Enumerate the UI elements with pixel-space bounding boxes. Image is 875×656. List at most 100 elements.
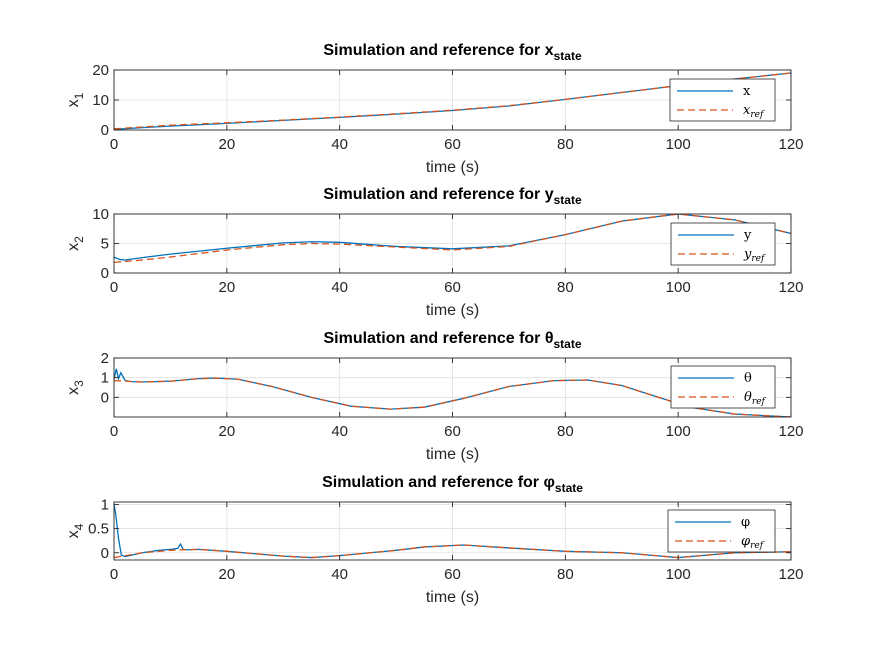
legend-box xyxy=(669,78,776,122)
subplot-title-subscript: state xyxy=(554,337,582,351)
subplot-2: 0 20 40 60 80 100 120 0 5 10 time (s) x2 Simulation … xyxy=(65,186,804,319)
legend-entry-label: φref xyxy=(741,534,765,551)
reference-series-line xyxy=(114,544,791,559)
y-tick-label: 20 xyxy=(92,62,109,79)
legend-entry-subscript: ref xyxy=(752,397,767,407)
legend-entry-name: φ xyxy=(741,515,750,530)
x-tick-label: 120 xyxy=(778,279,803,296)
legend-entry-name: x xyxy=(743,84,751,99)
subplot-title: Simulation and reference for θstate xyxy=(323,330,581,351)
legend-entry-name: φ xyxy=(741,534,751,549)
x-tick-label: 120 xyxy=(778,566,803,583)
subplot-title: Simulation and reference for xstate xyxy=(323,42,582,63)
subplot-title-subscript: state xyxy=(555,481,583,495)
legend-entry-label: y xyxy=(743,228,752,243)
legend-entry-label: θref xyxy=(744,390,766,407)
x-tick-label: 80 xyxy=(557,423,574,440)
legend-entry-name: θ xyxy=(744,390,752,405)
subplot-title-main: Simulation and reference for φ xyxy=(322,474,555,491)
subplot-title-main: Simulation and reference for θ xyxy=(323,330,553,347)
y-axis-label-subscript: 1 xyxy=(72,92,86,99)
x-axis-label: time (s) xyxy=(426,589,479,606)
legend-entry-label: yref xyxy=(743,247,766,264)
y-axis-label: x2 xyxy=(65,236,86,251)
legend-entry-subscript: ref xyxy=(751,254,766,264)
legend-box xyxy=(670,222,776,266)
subplot-4: 0 20 40 60 80 100 120 0 0.5 1 time (s) x4 Simulation… xyxy=(65,474,804,606)
y-tick-label: 0 xyxy=(101,122,109,139)
x-tick-label: 40 xyxy=(331,566,348,583)
y-axis-label-subscript: 2 xyxy=(72,236,86,243)
legend-entry-name: y xyxy=(743,247,752,262)
x-tick-label: 100 xyxy=(666,423,691,440)
subplot-title-subscript: state xyxy=(554,193,582,207)
legend-entry-subscript: ref xyxy=(750,110,765,120)
x-tick-label: 120 xyxy=(778,423,803,440)
reference-series-line xyxy=(114,377,791,417)
x-tick-label: 0 xyxy=(110,423,118,440)
y-tick-label: 0 xyxy=(101,389,109,406)
y-tick-label: 1 xyxy=(101,496,109,513)
y-axis-label-main: x xyxy=(65,99,82,107)
y-tick-label: 5 xyxy=(101,236,109,253)
legend-entry-label: φ xyxy=(741,515,750,530)
x-tick-label: 40 xyxy=(331,279,348,296)
y-axis-label: x4 xyxy=(65,523,86,538)
y-tick-label: 10 xyxy=(92,206,109,223)
y-axis-label-main: x xyxy=(65,243,82,251)
subplot-title-main: Simulation and reference for x xyxy=(323,42,553,59)
reference-series-line xyxy=(114,72,791,130)
x-axis-label: time (s) xyxy=(426,446,479,463)
y-axis-label-subscript: 3 xyxy=(72,380,86,387)
x-tick-label: 40 xyxy=(331,136,348,153)
y-tick-label: 0.5 xyxy=(88,521,109,538)
x-tick-label: 0 xyxy=(110,279,118,296)
x-tick-label: 60 xyxy=(444,279,461,296)
x-tick-label: 120 xyxy=(778,136,803,153)
legend-entry-subscript: ref xyxy=(750,541,765,551)
subplot-title: Simulation and reference for ystate xyxy=(323,186,582,207)
x-tick-label: 60 xyxy=(444,566,461,583)
y-tick-label: 2 xyxy=(101,350,109,367)
x-tick-label: 20 xyxy=(218,136,235,153)
legend-entry-name: x xyxy=(743,103,751,118)
y-tick-label: 0 xyxy=(101,545,109,562)
y-axis-label-subscript: 4 xyxy=(72,523,86,530)
legend-entry-name: θ xyxy=(744,371,752,386)
x-tick-label: 0 xyxy=(110,136,118,153)
x-tick-label: 0 xyxy=(110,566,118,583)
y-axis-label-main: x xyxy=(65,387,82,395)
x-axis-label: time (s) xyxy=(426,302,479,319)
x-axis-label: time (s) xyxy=(426,159,479,176)
x-tick-label: 100 xyxy=(666,279,691,296)
y-tick-label: 0 xyxy=(101,265,109,282)
subplot-title: Simulation and reference for φstate xyxy=(322,474,583,495)
x-tick-label: 60 xyxy=(444,423,461,440)
legend-box xyxy=(670,365,776,409)
x-tick-label: 20 xyxy=(218,279,235,296)
x-tick-label: 100 xyxy=(666,566,691,583)
x-tick-label: 40 xyxy=(331,423,348,440)
y-axis-label: x1 xyxy=(65,92,86,107)
y-axis-label-main: x xyxy=(65,530,82,538)
x-tick-label: 20 xyxy=(218,423,235,440)
subplot-title-main: Simulation and reference for y xyxy=(323,186,553,203)
legend-entry-name: y xyxy=(743,228,752,243)
y-axis-label: x3 xyxy=(65,380,86,395)
legend-entry-label: xref xyxy=(743,103,765,120)
x-tick-label: 60 xyxy=(444,136,461,153)
x-tick-label: 100 xyxy=(666,136,691,153)
x-tick-label: 80 xyxy=(557,566,574,583)
legend-entry-label: x xyxy=(743,84,751,99)
subplot-title-subscript: state xyxy=(554,49,582,63)
legend-entry-label: θ xyxy=(744,371,752,386)
x-tick-label: 20 xyxy=(218,566,235,583)
y-tick-label: 10 xyxy=(92,92,109,109)
subplot-3: 0 20 40 60 80 100 120 0 1 2 time (s) x3 Simulation a… xyxy=(65,330,804,463)
